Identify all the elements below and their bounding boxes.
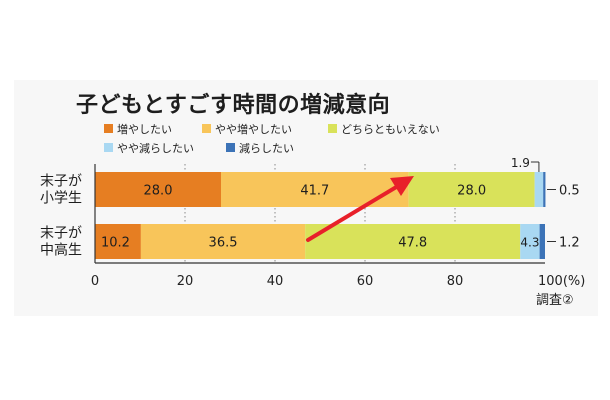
legend-label: 増やしたい [117, 123, 172, 136]
bar-segment [95, 224, 141, 259]
legend-swatch [226, 143, 235, 152]
x-tick-label: 0 [91, 274, 99, 289]
data-label: 1.9 [511, 156, 530, 170]
legend-label: やや増やしたい [215, 123, 292, 136]
row-label: 小学生 [40, 191, 82, 207]
bar-segment [95, 172, 221, 207]
legend-swatch [104, 143, 113, 152]
legend-label: どちらともいえない [341, 123, 440, 136]
data-label: 4.3 [520, 236, 539, 250]
x-tick-label: 40 [267, 274, 284, 289]
legend-label: やや減らしたい [117, 141, 194, 155]
data-label: 28.0 [144, 184, 173, 199]
bar-segment [140, 224, 306, 259]
row-label: 末子が [40, 226, 82, 242]
data-label: 10.2 [101, 236, 130, 251]
legend-swatch [104, 124, 113, 133]
row-label: 末子が [40, 174, 82, 190]
bar-segment [539, 224, 545, 259]
legend-label: 減らしたい [239, 141, 294, 155]
x-tick-label: 20 [177, 274, 194, 289]
trend-arrow [306, 176, 414, 242]
bar-segment [408, 172, 535, 207]
bar-segment [543, 172, 546, 207]
data-label: 36.5 [209, 236, 238, 251]
data-label: 1.2 [559, 236, 580, 251]
survey-annotation: 調査② [536, 293, 574, 308]
trend-arrow-shaft [306, 184, 400, 242]
data-label: 0.5 [559, 184, 580, 199]
x-tick-label: 80 [447, 274, 464, 289]
legend-swatch [328, 124, 337, 133]
data-label: 41.7 [300, 184, 329, 199]
row-label: 中高生 [40, 242, 82, 259]
data-label: 28.0 [457, 184, 486, 199]
bar-segment [305, 224, 521, 259]
data-label: 47.8 [398, 236, 427, 251]
x-tick-label: 100(%) [538, 274, 585, 289]
bar-segment [520, 224, 540, 259]
x-tick-label: 60 [357, 274, 374, 289]
bar-segment [221, 172, 409, 207]
chart-title: 子どもとすごす時間の増減意向 [76, 93, 391, 118]
bar-segment [534, 172, 544, 207]
trend-arrow-head [390, 176, 414, 196]
legend-swatch [202, 124, 211, 133]
